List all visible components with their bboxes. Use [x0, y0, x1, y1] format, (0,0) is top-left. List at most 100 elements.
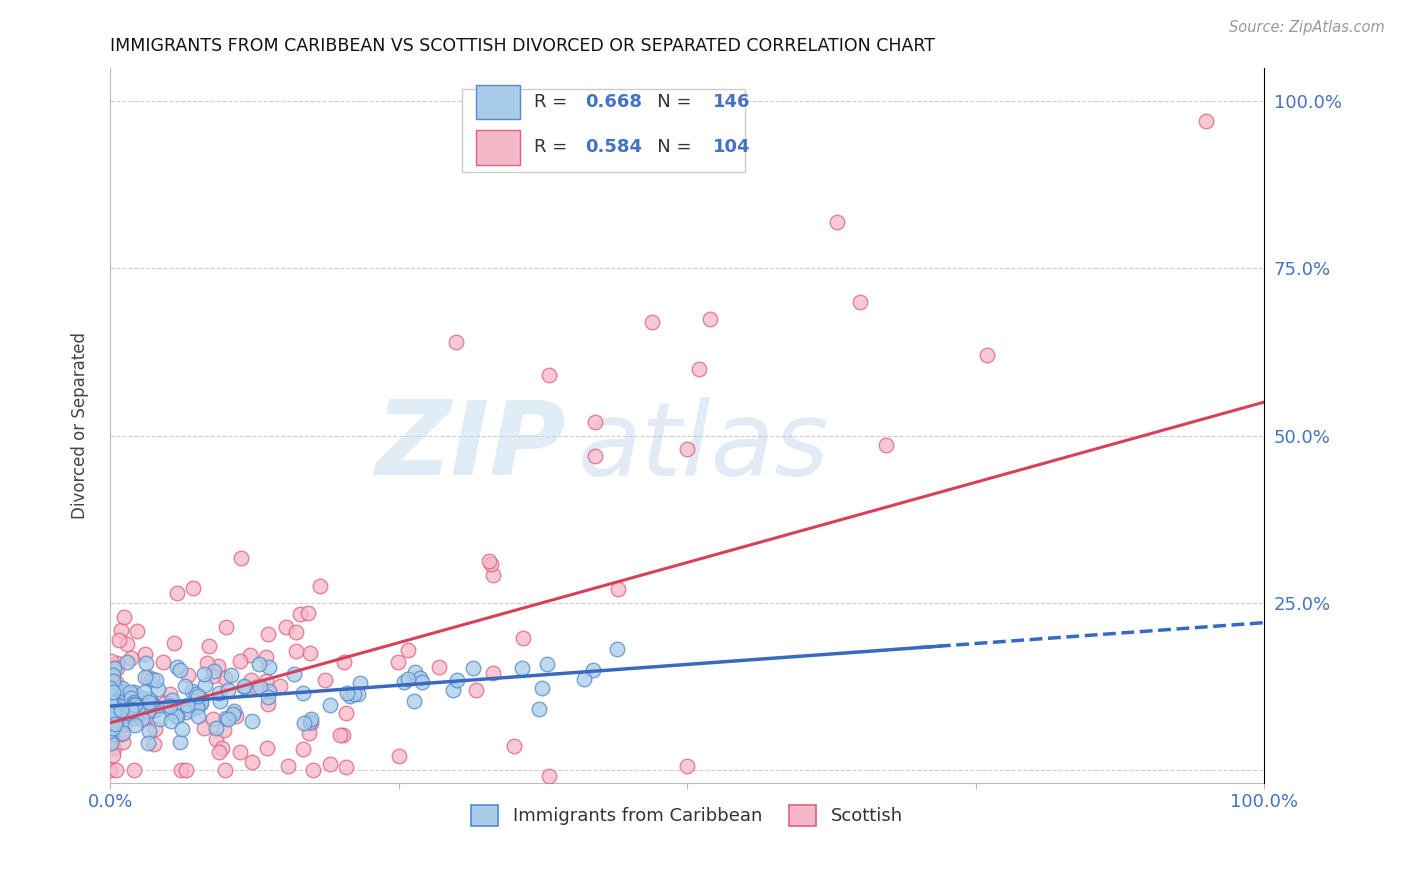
- Point: [976, 348, 998, 362]
- Point: [202, 712, 225, 726]
- Point: [231, 550, 253, 565]
- Point: [478, 554, 501, 568]
- Point: [125, 624, 148, 639]
- Point: [169, 735, 191, 749]
- Point: [104, 685, 127, 699]
- Point: [510, 661, 533, 675]
- Point: [254, 649, 277, 664]
- Point: [245, 680, 267, 694]
- Point: [111, 709, 134, 723]
- Point: [239, 673, 262, 687]
- Point: [335, 706, 357, 720]
- Point: [173, 679, 195, 693]
- Point: [131, 712, 153, 726]
- Point: [112, 694, 135, 708]
- Point: [256, 697, 278, 711]
- Point: [208, 686, 231, 700]
- Point: [105, 695, 128, 709]
- Point: [110, 726, 132, 740]
- Point: [319, 756, 342, 771]
- Text: atlas: atlas: [578, 397, 830, 497]
- Point: [145, 673, 167, 688]
- Point: [136, 704, 159, 718]
- Point: [240, 714, 263, 728]
- Point: [297, 606, 319, 620]
- Point: [583, 415, 606, 429]
- Point: [103, 693, 125, 707]
- Point: [247, 657, 270, 672]
- Point: [142, 702, 165, 716]
- Point: [139, 696, 162, 710]
- Point: [134, 710, 156, 724]
- Point: [536, 657, 558, 671]
- Point: [124, 707, 146, 722]
- Point: [143, 703, 166, 717]
- Point: [170, 723, 193, 737]
- Y-axis label: Divorced or Separated: Divorced or Separated: [72, 332, 89, 519]
- Point: [127, 699, 149, 714]
- Point: [103, 673, 125, 688]
- Point: [233, 679, 256, 693]
- Point: [160, 693, 183, 707]
- Point: [529, 702, 551, 716]
- Point: [98, 763, 121, 777]
- Point: [256, 740, 278, 755]
- Point: [105, 698, 128, 712]
- Point: [122, 763, 145, 777]
- Point: [163, 636, 186, 650]
- Point: [101, 721, 124, 735]
- Point: [122, 695, 145, 709]
- Point: [187, 709, 209, 723]
- Point: [396, 643, 419, 657]
- Point: [121, 698, 143, 713]
- Point: [181, 684, 204, 698]
- Point: [174, 763, 197, 777]
- Point: [225, 709, 247, 723]
- Point: [112, 711, 135, 725]
- Point: [537, 769, 560, 783]
- Point: [134, 647, 156, 661]
- Point: [101, 727, 124, 741]
- FancyBboxPatch shape: [475, 130, 520, 164]
- Point: [100, 654, 122, 668]
- Point: [387, 655, 409, 669]
- Point: [332, 728, 354, 742]
- Point: [160, 714, 183, 728]
- Point: [165, 708, 187, 723]
- Point: [115, 697, 138, 711]
- Text: Source: ZipAtlas.com: Source: ZipAtlas.com: [1229, 20, 1385, 35]
- Point: [122, 711, 145, 725]
- Point: [176, 698, 198, 713]
- Point: [103, 680, 125, 694]
- Point: [202, 664, 225, 678]
- Point: [112, 685, 135, 699]
- Point: [177, 667, 200, 681]
- Point: [233, 681, 256, 695]
- Point: [132, 684, 155, 698]
- Point: [319, 698, 342, 712]
- Point: [100, 705, 122, 719]
- Point: [103, 718, 125, 732]
- Point: [214, 723, 236, 738]
- Point: [181, 581, 204, 595]
- Point: [409, 671, 432, 685]
- Point: [849, 294, 872, 309]
- Point: [343, 687, 366, 701]
- Point: [100, 735, 122, 749]
- Point: [411, 675, 433, 690]
- Point: [240, 755, 263, 769]
- Point: [100, 716, 122, 731]
- Point: [291, 741, 314, 756]
- Point: [446, 673, 468, 687]
- Point: [269, 679, 291, 693]
- Point: [825, 215, 848, 229]
- Point: [120, 687, 142, 701]
- Point: [676, 759, 699, 773]
- Text: 0.668: 0.668: [585, 93, 643, 111]
- Point: [101, 699, 124, 714]
- Point: [299, 712, 322, 726]
- Point: [441, 682, 464, 697]
- Point: [404, 665, 426, 679]
- Point: [111, 681, 134, 695]
- Point: [152, 655, 174, 669]
